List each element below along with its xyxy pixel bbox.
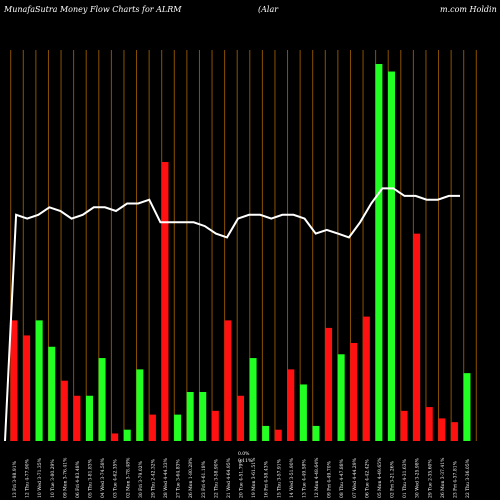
- bar: [463, 373, 471, 441]
- bar: [148, 414, 156, 441]
- x-tick-label: 07 Wed 4-44.29%: [352, 457, 358, 498]
- bar: [98, 358, 106, 441]
- bar: [299, 384, 307, 441]
- x-tick-label: 16 Fri 4-58.43%: [264, 460, 270, 498]
- bar: [450, 422, 458, 441]
- x-tick-label: 13 Tue 4-49.58%: [301, 459, 307, 498]
- x-tick-label: 26 Mon 3-37.41%: [440, 457, 446, 498]
- x-tick-label: 30 Fri 3-79.02%: [138, 460, 144, 498]
- bar: [312, 425, 320, 441]
- x-tick-label: 06 Tue 4-42.42%: [364, 459, 370, 498]
- x-tick-label: 09 Fri 4-49.70%: [327, 460, 333, 498]
- x-tick-label: 08 Thu 4-47.88%: [339, 458, 345, 498]
- x-tick-label: 22 Thu 3-36.05%: [465, 458, 471, 498]
- bar: [35, 320, 43, 441]
- x-tick-label: 03 Tue 4-62.35%: [113, 459, 119, 498]
- bar: [136, 369, 144, 441]
- x-tick-label: 10 Tue 3-80.29%: [50, 459, 56, 498]
- bar: [73, 395, 81, 441]
- x-tick-label: 09 Mon 3-76.41%: [62, 457, 68, 498]
- bars: [10, 64, 471, 441]
- center-label-1: 0.0%: [238, 451, 250, 457]
- x-tick-label: 06 Fri 4-83.48%: [75, 460, 81, 498]
- x-tick-label: 14 Wed 3-51.90%: [289, 457, 295, 498]
- bar: [60, 380, 68, 441]
- x-tick-label: 23 Fri 4-37.81%: [452, 460, 458, 498]
- bar: [337, 354, 345, 441]
- bar: [350, 342, 358, 441]
- bar: [287, 369, 295, 441]
- x-tick-label: 28 Wed 4-44.33%: [163, 457, 169, 498]
- bar: [174, 414, 182, 441]
- bar: [438, 418, 446, 441]
- x-tick-label: 05 Thu 3-81.83%: [88, 458, 94, 498]
- x-tick-label: 12 Mon 4-48.64%: [314, 457, 320, 498]
- bar: [400, 410, 408, 441]
- bar: [425, 407, 433, 441]
- x-tick-label: 19 Mon 3-61.51%: [251, 457, 257, 498]
- bar: [362, 316, 370, 441]
- x-tick-label: 29 Thu 2-42.32%: [150, 458, 156, 498]
- x-tick-label: 15 Thu 3-57.91%: [276, 458, 282, 498]
- bar: [388, 71, 395, 441]
- bar: [325, 327, 333, 441]
- bar: [199, 391, 207, 441]
- x-tick-label: 23 Fri 4-61.18%: [201, 460, 207, 498]
- x-tick-label: 21 Wed 4-64.95%: [226, 457, 232, 498]
- chart-title: MunafaSutra Money Flow Charts for ALRM: [3, 5, 182, 14]
- x-tick-label: 29 Tue 2-35.60%: [427, 459, 433, 498]
- x-tick-label: 02 Mon 3-78.48%: [125, 457, 131, 498]
- bar: [186, 391, 194, 441]
- bar: [274, 429, 282, 441]
- x-tick-label: 26 Mon 1-80.28%: [188, 457, 194, 498]
- bar: [111, 433, 119, 441]
- bar: [375, 64, 383, 441]
- bar: [48, 346, 56, 441]
- x-tick-label: 05 Mon 4-49.65%: [377, 457, 383, 498]
- bar: [86, 395, 93, 441]
- grid-lines: [10, 50, 477, 441]
- bar: [23, 335, 31, 441]
- bar: [413, 233, 421, 441]
- chart-title-company: (Alar: [258, 5, 279, 14]
- x-tick-label: 20 Tue 4-51.79%: [239, 459, 245, 498]
- x-tick-label: 13 Fri 3-98.91%: [12, 460, 18, 498]
- x-tick-label: 10 Wed 3-71.35%: [37, 457, 43, 498]
- bar: [211, 410, 219, 441]
- bar: [262, 425, 270, 441]
- bar: [10, 320, 18, 441]
- bar: [249, 358, 257, 441]
- money-flow-line: [4, 187, 460, 442]
- x-tick-label: 02 Fri 3-21.26%: [390, 460, 396, 498]
- x-tick-label: 04 Wed 3-74.58%: [100, 457, 106, 498]
- chart-title-company-rest: m.com Holdin: [440, 5, 497, 14]
- x-tick-label: 12 Thu 4-77.90%: [25, 458, 31, 498]
- center-label-2: 0.11%: [238, 458, 253, 464]
- x-tick-label: 01 Thu 4-31.63%: [402, 458, 408, 498]
- x-axis-labels: 13 Fri 3-98.91% 12 Thu 4-77.90% 10 Wed 3-7…: [12, 457, 471, 498]
- x-tick-label: 30 Wed 3-25.98%: [415, 457, 421, 498]
- bar: [224, 320, 232, 441]
- x-tick-label: 22 Thu 3-58.90%: [213, 458, 219, 498]
- bar: [123, 429, 131, 441]
- x-tick-label: 27 Tue 3-64.83%: [176, 459, 182, 498]
- bar: [237, 395, 244, 441]
- bar: [161, 162, 169, 441]
